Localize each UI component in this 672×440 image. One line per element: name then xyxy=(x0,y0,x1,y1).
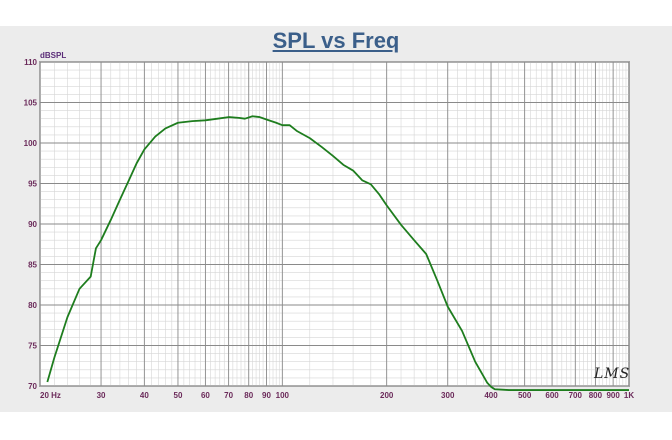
spl-series-line xyxy=(46,115,629,391)
y-tick-label: 105 xyxy=(24,99,38,108)
y-tick-labels: 70 75 80 85 90 95 100 105 110 xyxy=(24,58,38,391)
x-tick-label: 200 xyxy=(380,391,394,400)
y-tick-label: 100 xyxy=(24,139,38,148)
y-axis-label: dBSPL xyxy=(40,51,67,60)
x-tick-label: 900 xyxy=(606,391,620,400)
y-tick-label: 75 xyxy=(28,342,37,351)
x-tick-label: 500 xyxy=(518,391,532,400)
x-tick-label: 700 xyxy=(569,391,583,400)
grid-lines xyxy=(39,61,630,387)
x-tick-label: 800 xyxy=(589,391,603,400)
y-tick-label: 110 xyxy=(24,58,37,67)
x-tick-label: 20 Hz xyxy=(40,391,61,400)
x-tick-label: 90 xyxy=(262,391,271,400)
x-tick-label: 40 xyxy=(140,391,149,400)
series-group xyxy=(46,115,629,391)
x-tick-label: 100 xyxy=(276,391,290,400)
x-tick-label: 300 xyxy=(441,391,455,400)
y-tick-label: 80 xyxy=(28,301,37,310)
y-tick-label: 90 xyxy=(28,220,37,229)
x-tick-label: 60 xyxy=(201,391,210,400)
x-tick-label: 30 xyxy=(97,391,106,400)
x-tick-label: 70 xyxy=(224,391,233,400)
x-tick-label: 600 xyxy=(545,391,559,400)
x-tick-labels: 20 Hz 30 40 50 60 70 80 90 100 200 300 400 500 600 700… xyxy=(40,391,634,400)
y-tick-label: 85 xyxy=(28,261,37,270)
x-tick-label: 50 xyxy=(174,391,183,400)
x-tick-label: 80 xyxy=(244,391,253,400)
x-tick-label: 400 xyxy=(484,391,498,400)
lms-watermark: LMS xyxy=(594,366,631,382)
y-tick-label: 95 xyxy=(28,180,37,189)
y-tick-label: 70 xyxy=(28,382,37,391)
chart-title: SPL vs Freq xyxy=(272,28,400,53)
x-tick-label: 1K xyxy=(624,391,634,400)
